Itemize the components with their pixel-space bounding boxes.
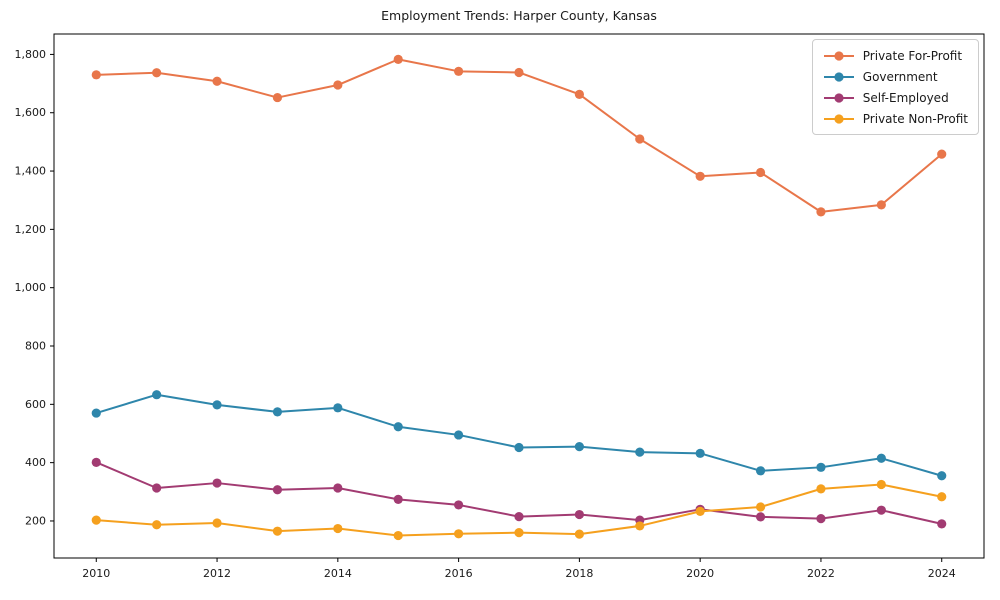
x-tick-label: 2022: [807, 567, 835, 580]
marker-private-for-profit: [393, 54, 403, 64]
legend: Private For-Profit Government Self-Employe…: [811, 39, 979, 135]
marker-private-non-profit: [91, 515, 101, 525]
y-tick-label: 1,600: [15, 106, 47, 119]
marker-private-non-profit: [876, 479, 886, 490]
marker-private-for-profit: [876, 200, 886, 210]
marker-self-employed: [755, 512, 766, 522]
marker-private-non-profit: [333, 523, 343, 534]
marker-private-for-profit: [91, 70, 101, 80]
legend-item-government: Government: [822, 68, 968, 85]
marker-self-employed: [454, 500, 464, 510]
marker-government: [272, 407, 283, 417]
marker-self-employed: [333, 483, 343, 493]
marker-private-non-profit: [454, 529, 464, 539]
x-tick-label: 2014: [324, 567, 352, 580]
y-tick-label: 1,800: [15, 48, 47, 61]
marker-private-for-profit: [695, 171, 705, 181]
x-tick-label: 2018: [565, 567, 593, 580]
marker-government: [333, 403, 343, 413]
marker-private-non-profit: [937, 492, 947, 502]
marker-private-non-profit: [574, 529, 584, 539]
marker-private-non-profit: [755, 502, 766, 512]
marker-private-non-profit: [514, 528, 524, 538]
marker-government: [514, 442, 524, 453]
marker-government: [454, 430, 464, 440]
marker-self-employed: [152, 483, 162, 493]
legend-line-marker-icon: [823, 71, 854, 82]
marker-self-employed: [876, 505, 886, 515]
x-tick-label: 2016: [445, 567, 473, 580]
chart-title: Employment Trends: Harper County, Kansas: [381, 8, 657, 23]
marker-government: [876, 453, 886, 463]
marker-self-employed: [393, 494, 403, 504]
marker-private-non-profit: [695, 506, 705, 516]
marker-self-employed: [91, 457, 101, 467]
plot-line-private-non-profit: [95, 483, 943, 537]
legend-item-self-employed: Self-Employed: [822, 89, 968, 106]
legend-label: Private Non-Profit: [862, 111, 968, 126]
marker-private-for-profit: [574, 89, 584, 99]
marker-private-for-profit: [816, 207, 826, 217]
marker-private-for-profit: [514, 67, 524, 78]
legend-item-private-for-profit: Private For-Profit: [822, 47, 968, 64]
marker-private-non-profit: [393, 530, 403, 541]
y-tick-label: 200: [25, 514, 46, 527]
x-tick-label: 2012: [203, 567, 231, 580]
plot-line-government: [95, 393, 943, 477]
marker-private-for-profit: [937, 149, 947, 159]
legend-label: Self-Employed: [862, 90, 949, 105]
y-tick-label: 400: [25, 456, 46, 469]
marker-private-for-profit: [755, 167, 766, 178]
marker-government: [635, 447, 645, 457]
marker-self-employed: [816, 514, 826, 524]
marker-government: [695, 448, 705, 458]
legend-line-marker-icon: [823, 92, 854, 103]
x-tick-label: 2024: [928, 567, 956, 580]
marker-government: [91, 408, 101, 418]
y-tick-label: 1,000: [15, 281, 47, 294]
y-tick-label: 1,200: [15, 223, 47, 236]
marker-private-non-profit: [272, 526, 283, 536]
marker-self-employed: [514, 511, 524, 522]
y-tick-label: 600: [25, 398, 46, 411]
marker-government: [574, 442, 584, 452]
legend-item-private-non-profit: Private Non-Profit: [822, 110, 968, 127]
marker-government: [393, 422, 403, 432]
axes-frame: [53, 33, 985, 559]
marker-government: [152, 390, 162, 400]
marker-self-employed: [272, 485, 283, 495]
marker-private-for-profit: [454, 66, 464, 76]
marker-government: [212, 400, 222, 410]
marker-private-for-profit: [212, 76, 222, 86]
marker-private-for-profit: [152, 68, 162, 78]
marker-private-for-profit: [272, 92, 283, 103]
marker-private-non-profit: [635, 521, 645, 531]
x-tick-label: 2010: [82, 567, 110, 580]
marker-government: [755, 466, 766, 476]
marker-government: [816, 462, 826, 472]
marker-government: [937, 471, 947, 481]
x-tick-label: 2020: [686, 567, 714, 580]
legend-line-marker-icon: [823, 113, 854, 124]
marker-private-non-profit: [152, 520, 162, 530]
marker-private-non-profit: [816, 484, 826, 494]
marker-private-for-profit: [635, 134, 645, 144]
marker-self-employed: [574, 509, 584, 520]
legend-label: Government: [862, 69, 938, 84]
y-tick-label: 1,400: [15, 165, 47, 178]
legend-label: Private For-Profit: [862, 48, 963, 63]
marker-private-for-profit: [333, 80, 343, 90]
y-tick-label: 800: [25, 340, 46, 353]
marker-private-non-profit: [212, 518, 222, 528]
legend-line-marker-icon: [823, 50, 854, 61]
marker-self-employed: [212, 478, 222, 488]
marker-self-employed: [937, 519, 947, 529]
